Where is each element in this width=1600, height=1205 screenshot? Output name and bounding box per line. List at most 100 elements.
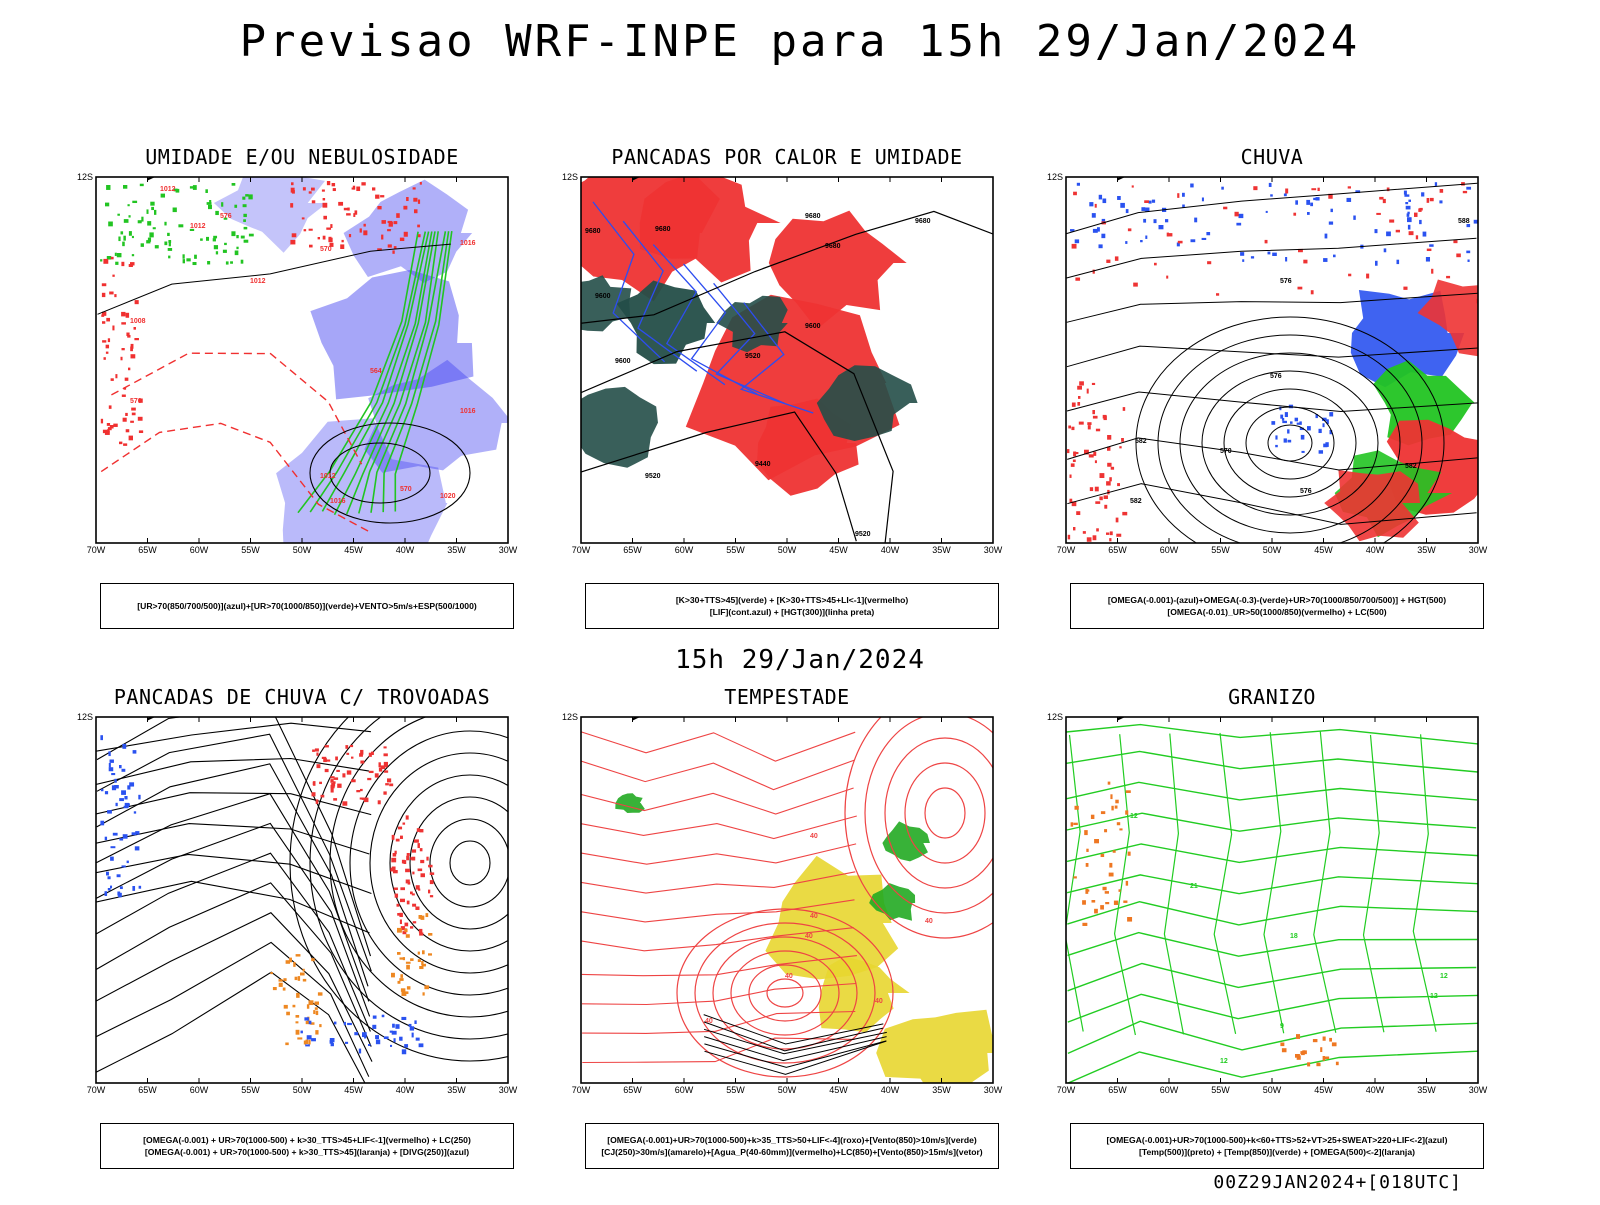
contour-label: 570 [320,246,332,253]
legend-text: [Temp(500)](preto) + [Temp(850)](verde) … [1139,1147,1415,1157]
shaded-pixel [123,387,127,390]
shaded-pixel [1106,259,1111,263]
shaded-pixel [407,881,411,885]
shaded-pixel [1073,876,1077,879]
shaded-pixel [411,1032,414,1038]
shaded-pixel [394,893,399,898]
shaded-pixel [1067,449,1070,454]
shaded-pixel [1116,533,1122,537]
shaded-pixel [1407,217,1412,223]
shaded-pixel [1190,183,1194,188]
shaded-pixel [401,1016,407,1021]
shaded-pixel [393,887,398,891]
shaded-pixel [114,294,117,298]
panel-pancadas-calor: PANCADAS POR CALOR E UMIDADE 9680 9680 9680… [555,145,1015,665]
shaded-pixel [128,231,132,236]
shaded-pixel [1323,258,1328,262]
lon-label: 55W [726,1085,745,1095]
shaded-pixel [105,202,110,207]
shaded-pixel [1069,474,1072,478]
shaded-pixel [121,394,126,397]
shaded-pixel [1105,902,1110,905]
contour-line [704,1036,887,1062]
contour-line [1066,734,1084,1032]
contour-line [358,231,439,514]
shaded-pixel [422,992,425,996]
shaded-pixel [1070,822,1074,827]
shaded-pixel [311,792,316,797]
shaded-pixel [215,210,219,216]
shaded-pixel [128,215,131,218]
shaded-pixel [374,773,379,778]
shaded-pixel [330,784,335,789]
shaded-pixel [352,185,356,190]
contour-line [389,774,508,952]
shaded-pixel [1223,206,1228,210]
shaded-pixel [1125,241,1128,244]
shaded-pixel [412,921,417,924]
map-background [96,177,508,543]
contour-label: 1016 [330,498,346,505]
lon-label: 70W [87,545,106,555]
shaded-pixel [1075,452,1079,455]
shaded-pixel [132,200,138,204]
shaded-pixel [164,241,168,246]
shaded-pixel [206,236,210,241]
shaded-pixel [404,1044,409,1048]
shaded-pixel [1293,212,1297,216]
lat-label: 12S [77,173,93,182]
shaded-pixel [372,1024,377,1029]
lon-label: 35W [1417,545,1436,555]
shaded-pixel [114,252,117,257]
shaded-pixel [354,1032,359,1036]
forecast-map: 12S15S18S21S24S27S30S33S36S39S42S70W65W6… [77,713,518,1095]
shaded-pixel [1270,194,1273,197]
lon-label: 55W [726,545,745,555]
contour-line [96,823,370,855]
shaded-pixel [342,773,346,778]
shaded-pixel [1127,228,1132,232]
shaded-pixel [326,227,332,230]
contour-line [370,231,447,513]
shaded-pixel [405,815,409,820]
shaded-pixel [1426,198,1430,203]
shaded-pixel [113,423,118,427]
contour-line [96,822,371,1017]
shaded-pixel [395,1024,400,1029]
shaded-pixel [392,1023,395,1028]
shaded-pixel [1086,848,1089,852]
lon-label: 40W [396,545,415,555]
shaded-pixel [122,743,127,749]
shaded-pixel [146,209,149,214]
shaded-pixel [1296,1055,1301,1060]
shaded-pixel [295,1021,299,1024]
shaded-pixel [302,968,305,972]
shaded-pixel [1466,186,1472,190]
shaded-pixel [111,785,117,791]
shaded-pixel [130,420,134,423]
shaded-pixel [324,745,329,748]
shaded-pixel [215,251,219,255]
mid-title: 15h 29/Jan/2024 [675,645,925,675]
shaded-pixel [1125,790,1131,793]
shaded-pixel [131,407,136,411]
shaded-pixel [1322,423,1325,428]
shaded-pixel [311,200,316,204]
shaded-pixel [138,430,144,434]
shaded-pixel [108,763,111,768]
shaded-pixel [121,311,126,317]
shaded-pixel [110,256,114,260]
shaded-pixel [1082,922,1088,926]
shaded-pixel [152,227,156,230]
shaded-pixel [420,915,425,920]
shaded-pixel [1094,460,1097,464]
contour-line [96,853,372,895]
shaded-pixel [353,213,356,217]
contour-label: 1012 [160,186,176,193]
contour-line [96,757,370,786]
shaded-pixel [1236,222,1242,226]
shaded-pixel [126,860,129,864]
shaded-pixel [1071,402,1076,407]
shaded-pixel [242,196,246,200]
shaded-pixel [308,228,313,231]
